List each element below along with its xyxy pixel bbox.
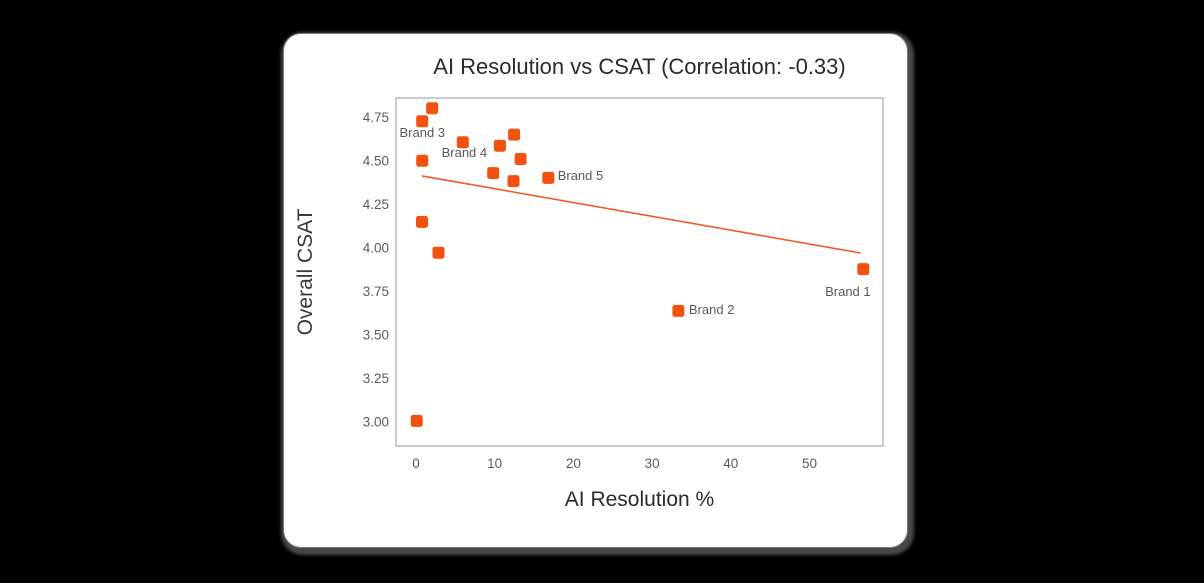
svg-text:30: 30	[645, 456, 660, 471]
svg-text:Brand 2: Brand 2	[689, 302, 735, 317]
svg-text:Brand 4: Brand 4	[442, 145, 488, 160]
svg-text:3.00: 3.00	[363, 415, 389, 430]
svg-text:3.75: 3.75	[363, 284, 389, 299]
svg-text:Brand 5: Brand 5	[558, 168, 604, 183]
svg-text:50: 50	[802, 456, 817, 471]
svg-text:10: 10	[487, 456, 502, 471]
svg-text:4.25: 4.25	[363, 197, 389, 212]
svg-text:3.50: 3.50	[363, 328, 389, 343]
svg-text:Brand 3: Brand 3	[400, 125, 446, 140]
svg-text:0: 0	[412, 456, 420, 471]
svg-text:Brand 1: Brand 1	[825, 284, 871, 299]
svg-text:4.75: 4.75	[363, 110, 389, 125]
svg-text:40: 40	[723, 456, 738, 471]
svg-text:4.00: 4.00	[363, 241, 389, 256]
svg-text:20: 20	[566, 456, 581, 471]
svg-text:3.25: 3.25	[363, 371, 389, 386]
svg-text:4.50: 4.50	[363, 154, 389, 169]
